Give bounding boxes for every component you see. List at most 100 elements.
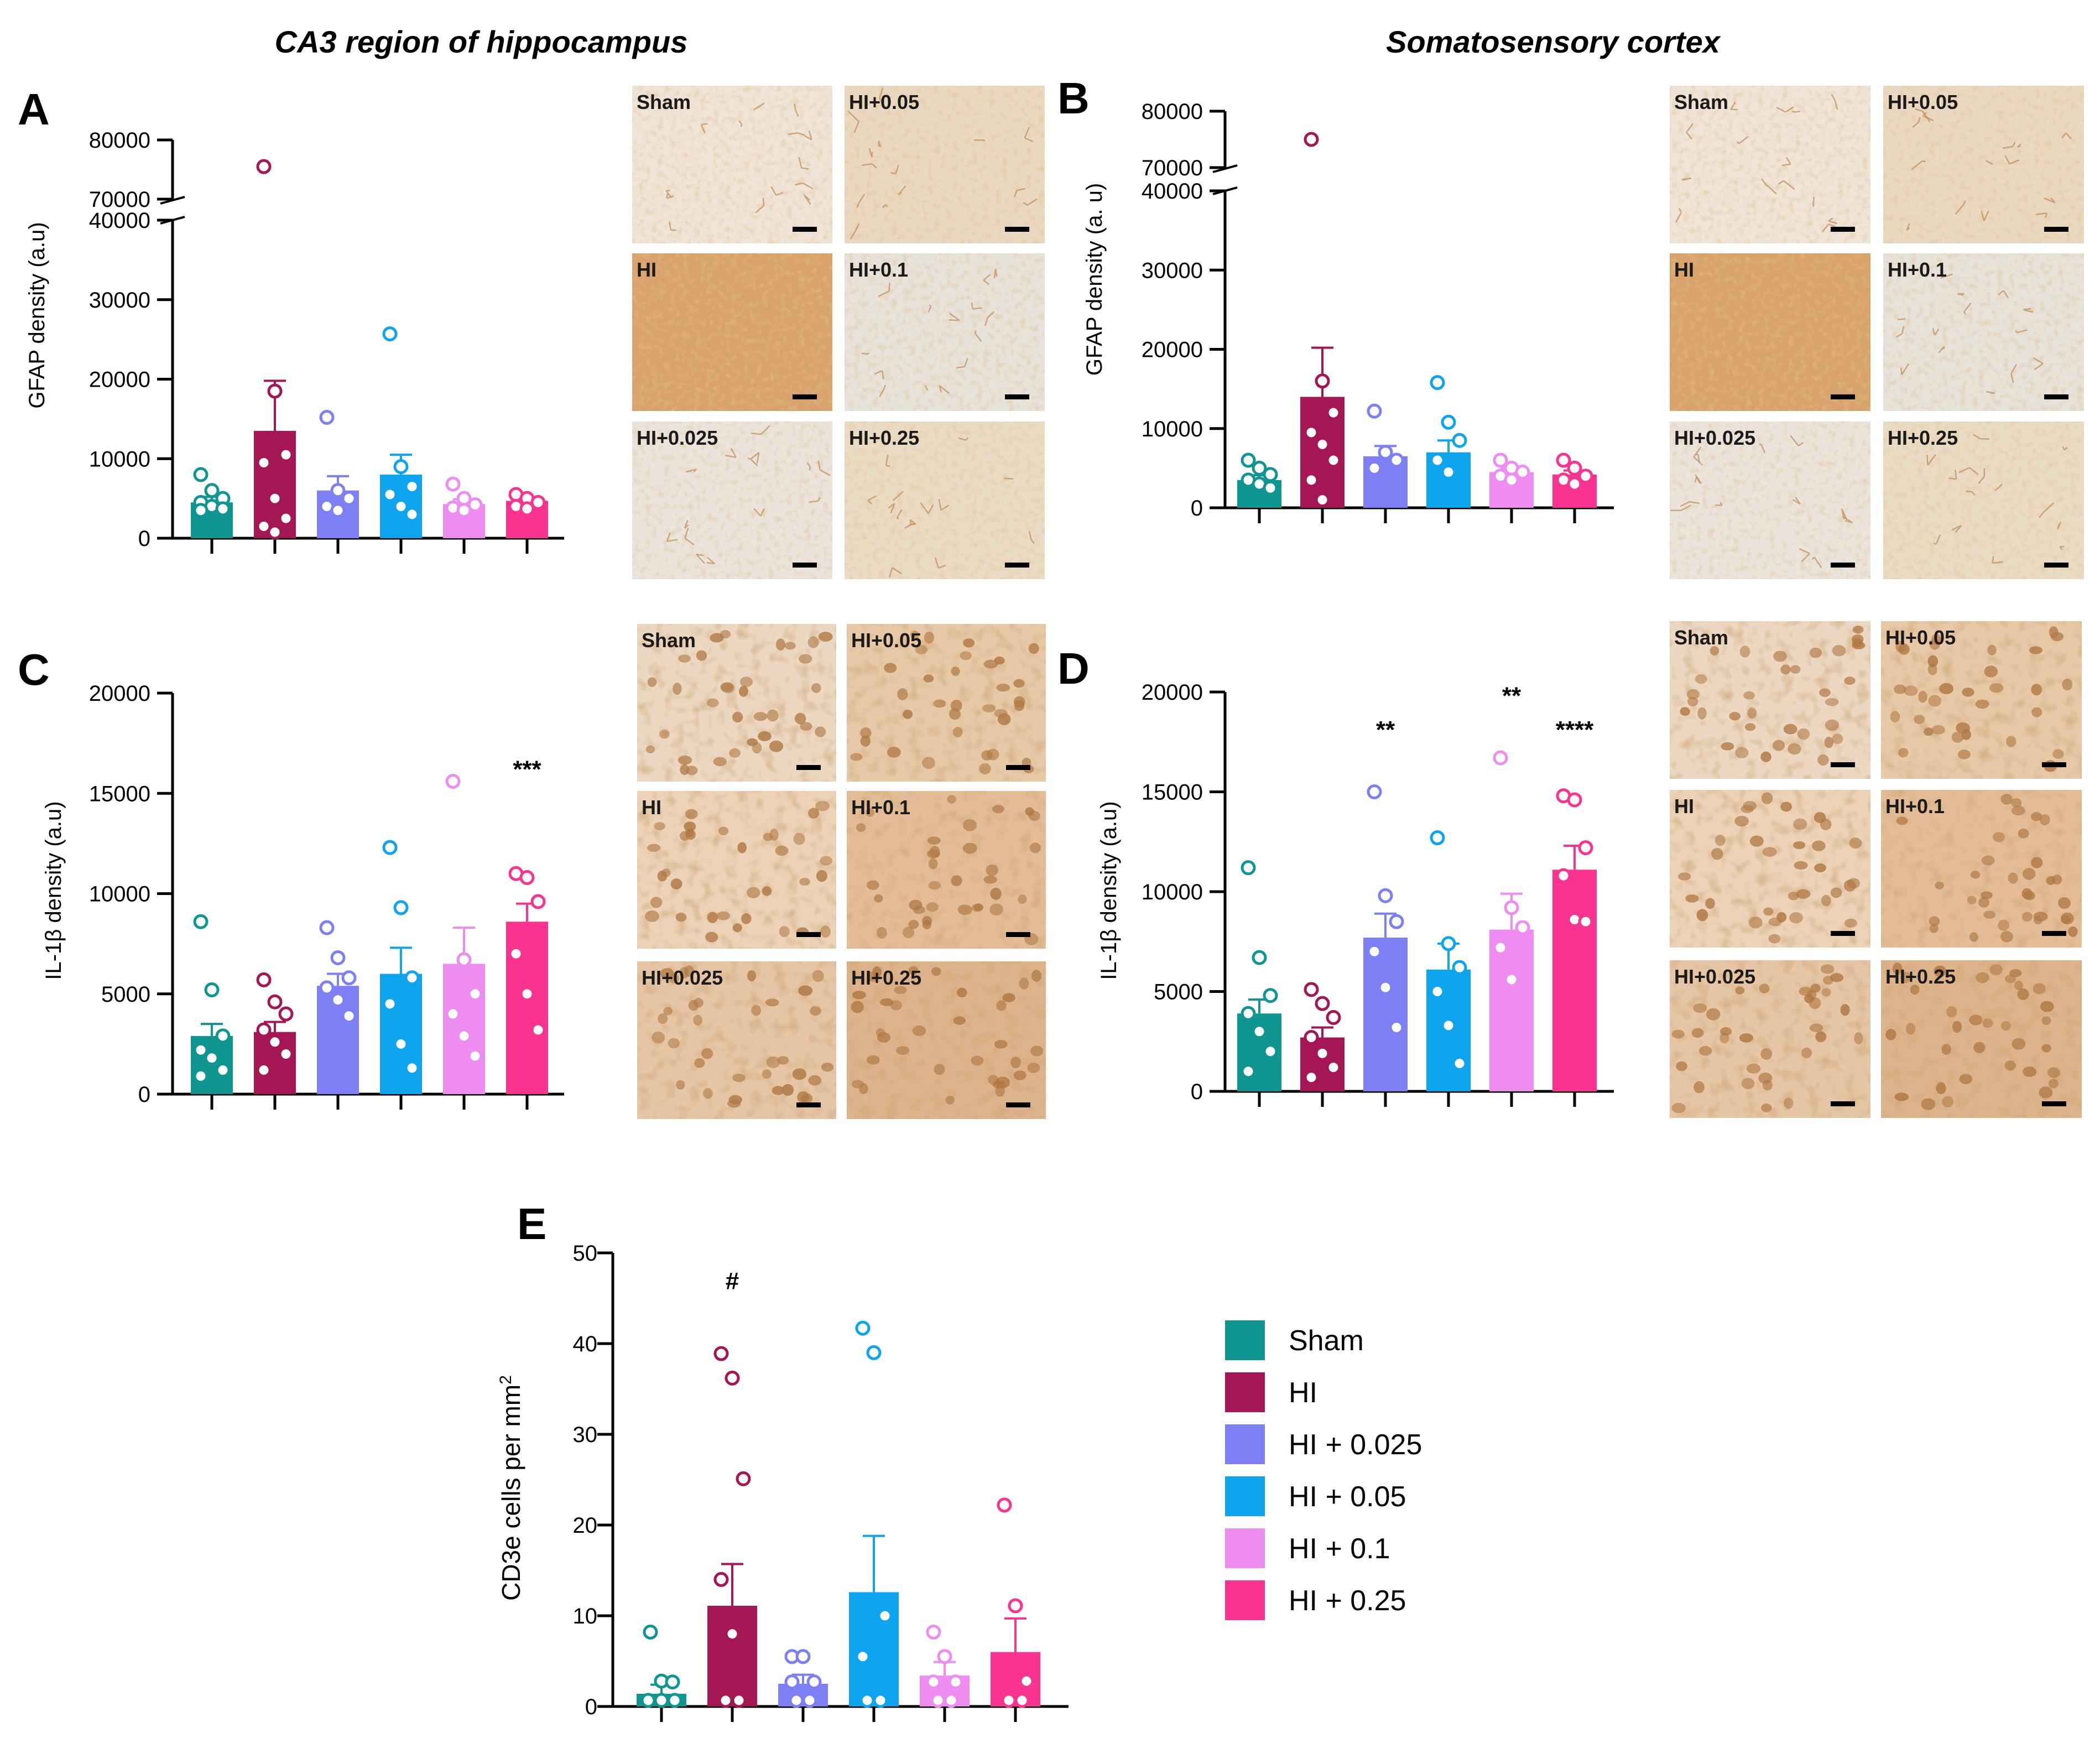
micrograph-b-hi-0-25-astrocyte xyxy=(1958,467,1979,475)
micrograph-d-hi-cell xyxy=(1711,847,1723,860)
micrograph-c-hi-0-25-cell xyxy=(995,1085,1005,1097)
micrograph-a-sham-astrocyte xyxy=(798,157,809,170)
micrograph-a-sham-astrocyte xyxy=(804,131,812,141)
panel-b-point-hi xyxy=(1304,132,1319,147)
micrograph-a-hi-0-025-astrocyte xyxy=(817,460,831,476)
micrograph-d-hi-cell xyxy=(1830,887,1842,898)
micrograph-b-sham: Sham xyxy=(1670,86,1870,243)
micrograph-d-hi-cell xyxy=(1748,917,1763,929)
panel-c-point-hi-0-05 xyxy=(404,970,420,986)
micrograph-a-hi-0-1-astrocyte xyxy=(974,330,982,342)
chart-panel-d: 20000 15000 10000 5000 0 IL-1β density (a.u) *… xyxy=(1097,680,1614,1107)
micrograph-c-hi-0-1-cell xyxy=(973,903,983,912)
panel-e-y-tick-label-40: 40 xyxy=(573,1332,598,1356)
micrograph-d-hi-0-1-cell xyxy=(2030,812,2042,821)
micrograph-c-sham-cell xyxy=(645,745,655,753)
micrograph-grid-d: Sham HI+0.05 HI HI+0.1 HI+0.025 HI+0.25 xyxy=(1670,621,2082,1118)
micrograph-a-hi-0-1-astrocyte xyxy=(939,384,950,394)
micrograph-c-sham-label: Sham xyxy=(642,629,696,652)
panel-e-point-hi xyxy=(713,1346,729,1361)
micrograph-d-sham-cell xyxy=(1832,733,1843,745)
micrograph-b-hi-0-05-astrocyte xyxy=(2044,197,2056,204)
panel-d-point-sham xyxy=(1241,860,1256,876)
micrograph-c-hi-cell xyxy=(647,844,661,852)
micrograph-c-hi-0-05-scale-bar xyxy=(1006,765,1030,770)
micrograph-d-hi-cell xyxy=(1715,834,1726,846)
micrograph-a-hi-0-025-astrocyte xyxy=(706,556,716,565)
panel-b-point-hi-0-25 xyxy=(1567,476,1582,492)
panel-c-y-tick-label-5000: 5000 xyxy=(101,982,150,1007)
micrograph-d-hi-0-1-cell xyxy=(1983,910,1996,919)
micrograph-c-hi-texture xyxy=(637,791,836,949)
micrograph-c-sham-cell xyxy=(784,642,796,650)
micrograph-d-sham-cell xyxy=(1824,736,1833,748)
micrograph-a-hi-0-05-astrocyte xyxy=(861,163,877,169)
panel-label-a: A xyxy=(18,85,50,134)
panel-c-significance-hi-0-25: *** xyxy=(513,756,541,783)
micrograph-c-hi-0-25-cell xyxy=(953,1016,966,1025)
panel-e-point-sham xyxy=(654,1693,669,1708)
micrograph-c-hi-cell xyxy=(816,870,827,882)
micrograph-b-sham-astrocyte xyxy=(1736,136,1749,144)
micrograph-c-hi-0-05-cell xyxy=(950,699,962,712)
micrograph-b-hi-0-025: HI+0.025 xyxy=(1670,422,1870,579)
panel-d-point-hi xyxy=(1304,1030,1319,1045)
micrograph-d-hi-0-025: HI+0.025 xyxy=(1670,960,1870,1118)
micrograph-d-hi-0-025-cell xyxy=(1762,1079,1773,1091)
panel-c-point-hi-0-1 xyxy=(456,952,472,967)
micrograph-d-hi-0-25-cell xyxy=(1942,1096,1954,1108)
panel-d-point-hi xyxy=(1304,1070,1319,1085)
micrograph-b-sham-astrocyte xyxy=(1781,157,1791,166)
micrograph-a-hi-0-05-texture xyxy=(845,86,1045,243)
panel-c-y-tick-label-10000: 10000 xyxy=(89,882,150,907)
micrograph-d-sham-cell xyxy=(1780,664,1791,675)
micrograph-d-hi-0-025-cell xyxy=(1760,1048,1773,1060)
legend-swatch-sham xyxy=(1225,1320,1265,1360)
micrograph-d-sham-cell xyxy=(1790,665,1801,674)
panel-b-point-hi-0-1 xyxy=(1493,452,1508,468)
panel-c-point-hi-0-05 xyxy=(393,900,409,915)
micrograph-d-hi-0-1-cell xyxy=(2061,915,2071,924)
micrograph-d-hi-0-1-label: HI+0.1 xyxy=(1885,795,1945,818)
micrograph-d-hi-0-05-cell xyxy=(1927,663,1937,675)
panel-e-y-label: CD3e cells per mm2 xyxy=(497,1375,526,1601)
micrograph-a-hi-0-1-label: HI+0.1 xyxy=(849,258,908,281)
micrograph-c-hi-0-05-cell xyxy=(996,683,1010,692)
micrograph-d-hi-0-1-cell xyxy=(2039,814,2050,825)
micrograph-c-hi-cell xyxy=(675,912,687,922)
micrograph-d-hi-cell xyxy=(1780,802,1792,812)
micrograph-c-hi-0-1-cell xyxy=(866,808,875,817)
micrograph-c-sham-cell xyxy=(659,730,670,739)
micrograph-c-hi-0-25-cell xyxy=(880,998,893,1006)
micrograph-b-sham-astrocyte xyxy=(1730,102,1738,111)
micrograph-c-hi-0-025-cell xyxy=(652,1031,665,1044)
panel-e-point-hi-0-25 xyxy=(1019,1673,1034,1689)
micrograph-d-hi-0-025-cell xyxy=(1801,1047,1812,1059)
micrograph-d-hi-cell xyxy=(1793,818,1807,830)
micrograph-c-hi-0-025-cell xyxy=(693,998,704,1008)
micrograph-c-hi-0-025-cell xyxy=(765,998,779,1007)
micrograph-c-hi-0-1-cell xyxy=(926,849,940,858)
micrograph-d-hi-0-025-cell xyxy=(1698,1045,1712,1056)
panel-a-point-sham xyxy=(204,483,220,498)
micrograph-d-hi-0-025-cell xyxy=(1761,1103,1772,1112)
micrograph-b-hi-0-25-astrocyte xyxy=(1951,524,1962,533)
panel-c-point-hi-0-05 xyxy=(393,1036,409,1052)
micrograph-a-hi-0-25-astrocyte xyxy=(892,491,904,501)
micrograph-c-hi-0-1-cell xyxy=(856,823,866,832)
micrograph-c-hi-0-05-texture xyxy=(847,624,1046,782)
title-left: CA3 region of hippocampus xyxy=(275,24,688,59)
panel-b-y-tick-label-80000: 80000 xyxy=(1142,100,1203,124)
micrograph-c-hi-0-25-cell xyxy=(895,1046,910,1055)
panel-a-point-hi-0-025 xyxy=(341,491,357,506)
micrograph-d-hi-0-1-cell xyxy=(1967,896,1977,904)
micrograph-d-hi-0-25-cell xyxy=(1934,965,1946,977)
micrograph-d-hi-0-25-cell xyxy=(2017,988,2029,1000)
micrograph-d-hi-0-1-cell xyxy=(2021,912,2033,922)
panel-a-y-tick-label-70000: 70000 xyxy=(89,188,150,212)
panel-d-point-hi-0-05 xyxy=(1441,936,1456,951)
micrograph-d-sham-cell xyxy=(1687,696,1698,706)
panel-b-point-hi-0-025 xyxy=(1367,403,1382,419)
panel-a-point-hi xyxy=(267,383,283,399)
